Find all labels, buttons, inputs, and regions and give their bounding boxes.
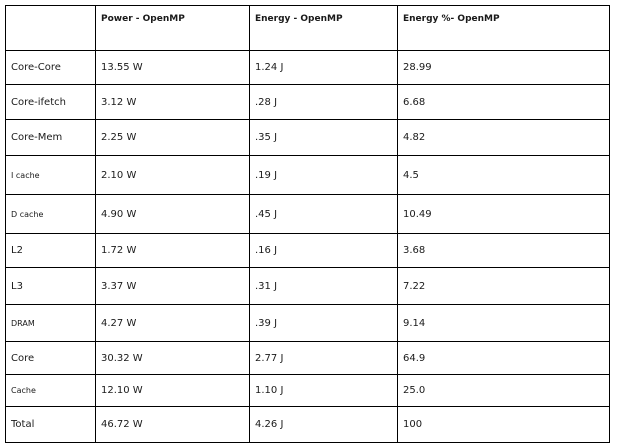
energy-percent-cell: 7.22 xyxy=(397,267,610,305)
energy-cell: .35 J xyxy=(249,119,398,156)
table-row: Core-ifetch 3.12 W .28 J 6.68 xyxy=(5,84,610,120)
row-label: L2 xyxy=(5,233,96,268)
header-cell-energy: Energy - OpenMP xyxy=(249,5,398,51)
header-cell-energy-percent: Energy %- OpenMP xyxy=(397,5,610,51)
energy-percent-cell: 28.99 xyxy=(397,50,610,85)
energy-cell: .28 J xyxy=(249,84,398,120)
energy-cell: 1.10 J xyxy=(249,374,398,407)
table-row: L2 1.72 W .16 J 3.68 xyxy=(5,233,610,268)
energy-cell: .16 J xyxy=(249,233,398,268)
header-cell-empty xyxy=(5,5,96,51)
row-label: Core xyxy=(5,341,96,375)
table-row: DRAM 4.27 W .39 J 9.14 xyxy=(5,304,610,342)
energy-percent-cell: 25.0 xyxy=(397,374,610,407)
energy-cell: .45 J xyxy=(249,194,398,234)
power-cell: 13.55 W xyxy=(95,50,250,85)
energy-percent-cell: 10.49 xyxy=(397,194,610,234)
power-cell: 30.32 W xyxy=(95,341,250,375)
power-cell: 1.72 W xyxy=(95,233,250,268)
header-cell-power: Power - OpenMP xyxy=(95,5,250,51)
power-cell: 2.25 W xyxy=(95,119,250,156)
table-row: L3 3.37 W .31 J 7.22 xyxy=(5,267,610,305)
power-cell: 12.10 W xyxy=(95,374,250,407)
header-row: Power - OpenMP Energy - OpenMP Energy %-… xyxy=(5,5,610,51)
row-label: Cache xyxy=(5,374,96,407)
power-cell: 46.72 W xyxy=(95,406,250,443)
energy-percent-cell: 100 xyxy=(397,406,610,443)
row-label: Core-ifetch xyxy=(5,84,96,120)
row-label: I cache xyxy=(5,155,96,195)
energy-cell: 2.77 J xyxy=(249,341,398,375)
table-row: I cache 2.10 W .19 J 4.5 xyxy=(5,155,610,195)
energy-percent-cell: 64.9 xyxy=(397,341,610,375)
energy-cell: .19 J xyxy=(249,155,398,195)
energy-cell: 4.26 J xyxy=(249,406,398,443)
energy-table: Power - OpenMP Energy - OpenMP Energy %-… xyxy=(5,5,610,443)
table-row: D cache 4.90 W .45 J 10.49 xyxy=(5,194,610,234)
row-label: Total xyxy=(5,406,96,443)
energy-percent-cell: 9.14 xyxy=(397,304,610,342)
table-row: Core 30.32 W 2.77 J 64.9 xyxy=(5,341,610,375)
energy-percent-cell: 3.68 xyxy=(397,233,610,268)
energy-percent-cell: 6.68 xyxy=(397,84,610,120)
power-cell: 4.90 W xyxy=(95,194,250,234)
power-cell: 4.27 W xyxy=(95,304,250,342)
power-cell: 3.37 W xyxy=(95,267,250,305)
row-label: D cache xyxy=(5,194,96,234)
row-label: Core-Core xyxy=(5,50,96,85)
table-row: Cache 12.10 W 1.10 J 25.0 xyxy=(5,374,610,407)
row-label: Core-Mem xyxy=(5,119,96,156)
row-label: DRAM xyxy=(5,304,96,342)
energy-cell: .31 J xyxy=(249,267,398,305)
table-row: Core-Mem 2.25 W .35 J 4.82 xyxy=(5,119,610,156)
energy-percent-cell: 4.82 xyxy=(397,119,610,156)
energy-cell: 1.24 J xyxy=(249,50,398,85)
energy-percent-cell: 4.5 xyxy=(397,155,610,195)
table-row: Core-Core 13.55 W 1.24 J 28.99 xyxy=(5,50,610,85)
row-label: L3 xyxy=(5,267,96,305)
energy-cell: .39 J xyxy=(249,304,398,342)
table-row: Total 46.72 W 4.26 J 100 xyxy=(5,406,610,443)
power-cell: 2.10 W xyxy=(95,155,250,195)
power-cell: 3.12 W xyxy=(95,84,250,120)
